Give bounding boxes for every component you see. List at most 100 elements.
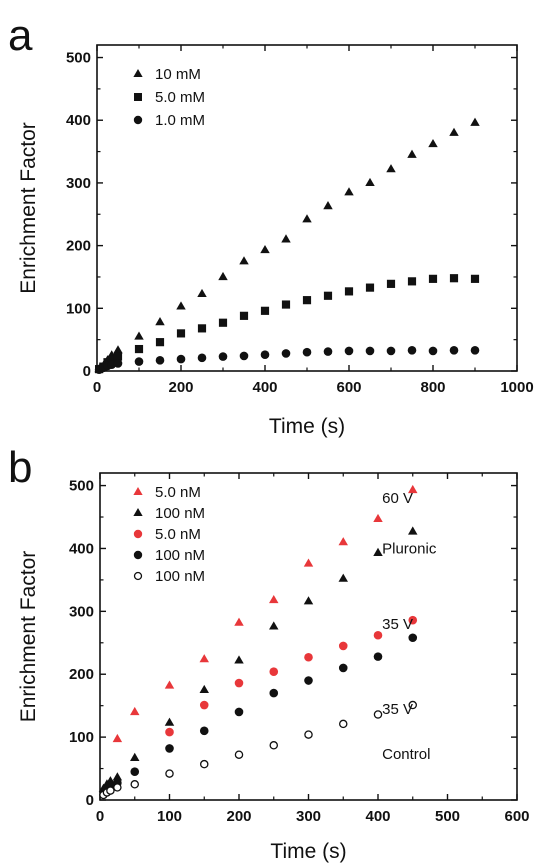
data-point <box>176 329 186 338</box>
data-point <box>365 346 375 356</box>
panel-letter: a <box>8 11 33 60</box>
y-tick-label: 100 <box>66 300 91 317</box>
panel-letter: b <box>8 443 32 492</box>
x-tick-label: 400 <box>365 808 390 825</box>
data-point <box>344 187 354 196</box>
data-point <box>470 346 480 355</box>
series-3 <box>99 633 418 797</box>
x-tick-label: 800 <box>420 379 445 396</box>
data-point <box>323 291 333 300</box>
data-point <box>112 772 123 781</box>
legend-marker <box>133 487 143 496</box>
data-point <box>218 271 228 281</box>
legend-marker <box>133 571 143 581</box>
data-point <box>218 352 228 361</box>
y-tick-label: 400 <box>66 112 91 129</box>
legend-label: 100 nM <box>155 568 205 585</box>
data-point <box>373 652 383 661</box>
data-point <box>234 655 244 664</box>
data-point <box>107 355 116 364</box>
series-0 <box>112 484 418 743</box>
data-point <box>407 346 417 355</box>
data-point <box>449 127 459 136</box>
data-point <box>199 700 209 710</box>
data-point <box>302 296 312 305</box>
data-point <box>344 346 354 356</box>
y-axis-title: Enrichment Factor <box>17 122 40 294</box>
data-point <box>407 149 417 158</box>
series-0 <box>94 117 480 373</box>
data-point <box>408 700 417 710</box>
data-point <box>134 344 144 354</box>
data-point <box>470 274 480 283</box>
legend-label: 10 mM <box>155 66 201 83</box>
data-point <box>165 727 174 737</box>
y-tick-label: 0 <box>86 792 94 809</box>
data-point <box>176 354 186 364</box>
annotation-label: 35 V <box>382 616 413 633</box>
data-point <box>269 594 279 604</box>
data-point <box>113 359 123 368</box>
annotation-label: 60 V <box>382 490 413 507</box>
data-point <box>234 617 244 626</box>
data-point <box>155 356 165 365</box>
data-point <box>239 351 249 361</box>
data-point <box>373 630 383 640</box>
x-tick-label: 500 <box>435 808 460 825</box>
data-point <box>449 346 459 355</box>
data-point <box>105 776 116 785</box>
data-point <box>155 317 165 326</box>
data-point <box>113 783 122 792</box>
data-point <box>428 274 438 283</box>
data-point <box>338 719 348 729</box>
data-point <box>338 573 348 582</box>
data-point <box>373 513 383 523</box>
data-point <box>304 676 313 685</box>
legend-marker <box>134 93 142 101</box>
data-point <box>449 274 459 283</box>
x-tick-label: 600 <box>504 808 529 825</box>
legend-marker <box>133 69 143 78</box>
legend: 5.0 nM 100 nM 5.0 nM 100 nM 100 nM <box>133 484 205 585</box>
series-1 <box>98 526 418 792</box>
annotation-label: Control <box>382 746 430 763</box>
legend-label: 5.0 nM <box>155 484 201 501</box>
x-axis-title: Time (s) <box>270 840 346 863</box>
data-point <box>269 621 279 630</box>
x-tick-label: 600 <box>336 379 361 396</box>
data-point <box>344 287 354 296</box>
data-point <box>323 201 333 210</box>
data-point <box>199 759 209 769</box>
y-tick-label: 500 <box>69 478 94 495</box>
y-tick-label: 400 <box>69 540 94 557</box>
y-tick-label: 300 <box>66 175 91 192</box>
data-point <box>408 615 418 625</box>
data-point <box>407 277 417 286</box>
data-point <box>338 537 348 546</box>
y-tick-label: 300 <box>69 603 94 620</box>
data-point <box>373 710 383 719</box>
data-point <box>269 741 278 750</box>
data-point <box>386 279 396 288</box>
series-2 <box>94 346 480 375</box>
data-point <box>338 663 348 673</box>
data-point <box>165 769 174 778</box>
x-tick-label: 0 <box>93 379 101 396</box>
data-point <box>130 780 139 789</box>
data-point <box>281 349 291 358</box>
x-tick-label: 200 <box>168 379 193 396</box>
chart-panel-a: a 0 200 400 600 800 1000 0 100 200 300 400 500 Time (… <box>8 11 534 438</box>
y-tick-label: 500 <box>66 50 91 67</box>
data-point <box>197 324 207 333</box>
data-point <box>130 706 140 716</box>
data-point <box>260 306 270 315</box>
data-point <box>218 318 228 327</box>
data-point <box>338 641 348 651</box>
data-point <box>176 301 186 310</box>
data-point <box>197 288 207 297</box>
legend-marker <box>133 529 143 539</box>
data-point <box>130 752 140 761</box>
annotation-label: Pluronic <box>382 540 437 557</box>
legend-label: 100 nM <box>155 505 205 522</box>
data-point <box>281 234 291 243</box>
